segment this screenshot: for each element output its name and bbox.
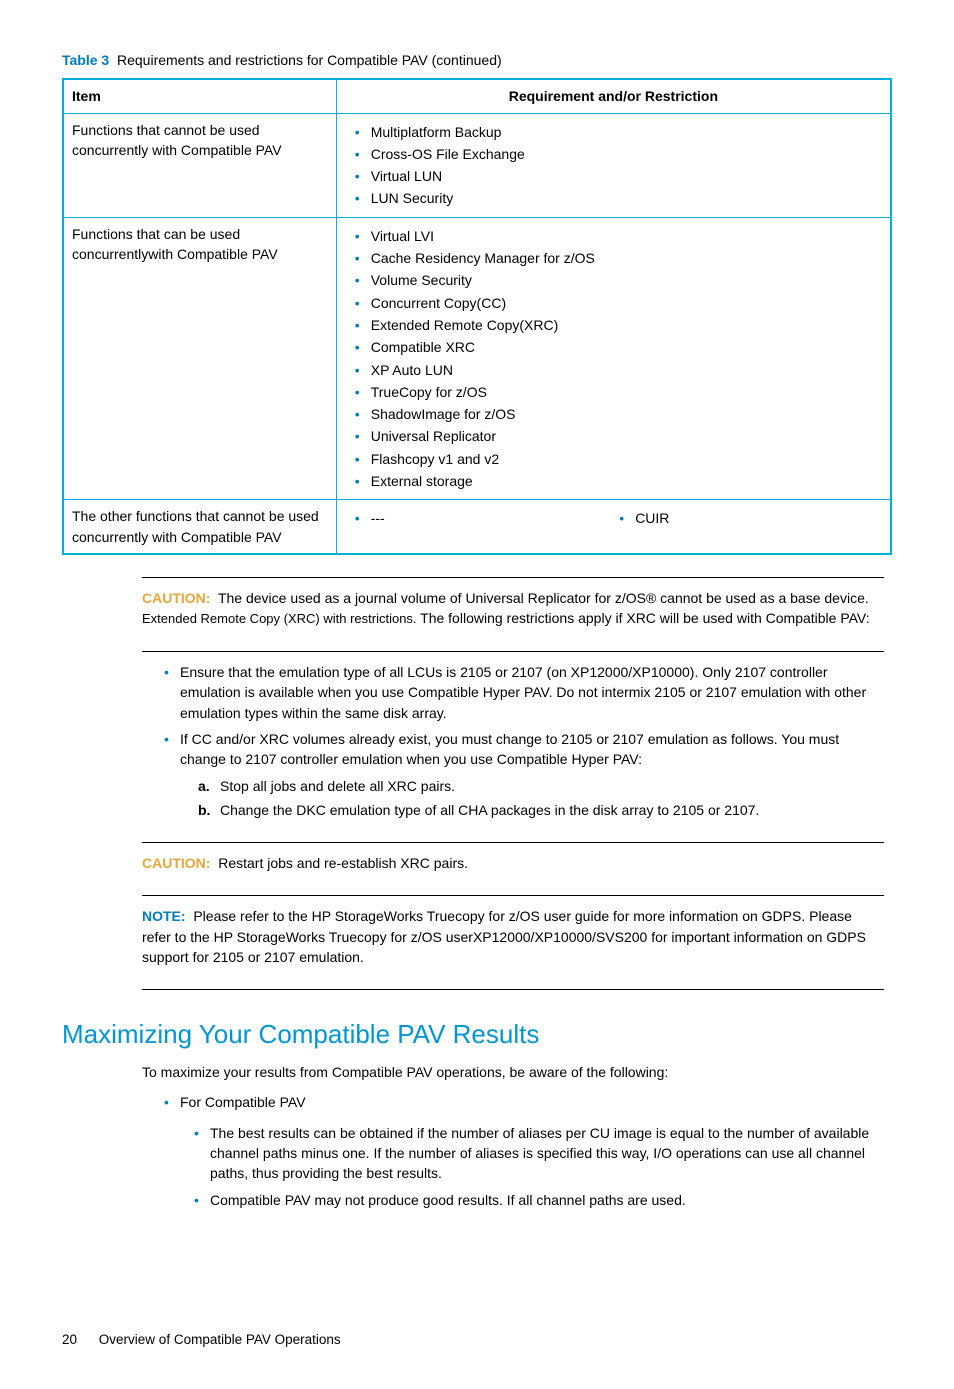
list-item: Extended Remote Copy(XRC)	[359, 315, 882, 335]
table-caption-text: Requirements and restrictions for Compat…	[117, 52, 502, 68]
list-item: Virtual LVI	[359, 226, 882, 246]
note-text: Please refer to the HP StorageWorks True…	[142, 908, 866, 965]
caution-block: CAUTION: The device used as a journal vo…	[142, 588, 884, 629]
table-caption: Table 3 Requirements and restrictions fo…	[62, 50, 892, 70]
col-header-requirement: Requirement and/or Restriction	[336, 79, 891, 113]
footer-title: Overview of Compatible PAV Operations	[99, 1332, 341, 1347]
caution-block: CAUTION: Restart jobs and re-establish X…	[142, 853, 884, 873]
divider	[142, 989, 884, 990]
sub-text: Stop all jobs and delete all XRC pairs.	[220, 778, 455, 794]
page-number: 20	[62, 1330, 77, 1350]
list-item: ShadowImage for z/OS	[359, 404, 882, 424]
note-block: NOTE: Please refer to the HP StorageWork…	[142, 906, 884, 967]
divider	[142, 895, 884, 896]
caution-text-b: The following restrictions apply if XRC …	[420, 610, 869, 626]
divider	[142, 651, 884, 652]
item-cell: The other functions that cannot be used …	[63, 500, 336, 554]
caution-text-small: Extended Remote Copy (XRC) with restrict…	[142, 611, 420, 626]
section-heading: Maximizing Your Compatible PAV Results	[62, 1016, 892, 1054]
sub-text: Change the DKC emulation type of all CHA…	[220, 802, 759, 818]
list-item: Multiplatform Backup	[359, 122, 882, 142]
list-item: LUN Security	[359, 188, 882, 208]
col-header-item: Item	[63, 79, 336, 113]
list-item: Ensure that the emulation type of all LC…	[162, 662, 884, 723]
section-intro: To maximize your results from Compatible…	[142, 1062, 884, 1082]
sub-label: a.	[198, 776, 210, 796]
caution-text: Restart jobs and re-establish XRC pairs.	[218, 855, 468, 871]
caution-text-a: The device used as a journal volume of U…	[218, 590, 869, 606]
list-item: Cache Residency Manager for z/OS	[359, 248, 882, 268]
requirement-cell-left: ---	[336, 500, 601, 554]
list-item: CUIR	[623, 508, 882, 528]
list-item: External storage	[359, 471, 882, 491]
list-item: Compatible XRC	[359, 337, 882, 357]
requirements-table: Item Requirement and/or Restriction Func…	[62, 78, 892, 555]
list-item-text: For Compatible PAV	[180, 1094, 306, 1110]
table-row: Functions that cannot be used concurrent…	[63, 113, 891, 217]
table-row: Functions that can be used concurrentlyw…	[63, 217, 891, 500]
item-cell: Functions that can be used concurrentlyw…	[63, 217, 336, 500]
table-row: The other functions that cannot be used …	[63, 500, 891, 554]
list-item: TrueCopy for z/OS	[359, 382, 882, 402]
sub-list-item: a. Stop all jobs and delete all XRC pairs…	[198, 776, 884, 796]
list-item: If CC and/or XRC volumes already exist, …	[162, 729, 884, 820]
list-item: The best results can be obtained if the …	[192, 1123, 884, 1184]
restriction-list: Ensure that the emulation type of all LC…	[162, 662, 884, 820]
caution-label: CAUTION:	[142, 855, 210, 871]
sub-label: b.	[198, 800, 210, 820]
requirement-cell-right: CUIR	[601, 500, 891, 554]
list-item: Virtual LUN	[359, 166, 882, 186]
list-item: Cross-OS File Exchange	[359, 144, 882, 164]
list-item: Concurrent Copy(CC)	[359, 293, 882, 313]
list-item: Compatible PAV may not produce good resu…	[192, 1190, 884, 1210]
divider	[142, 842, 884, 843]
list-item: XP Auto LUN	[359, 360, 882, 380]
table-label: Table 3	[62, 52, 109, 68]
requirement-cell: Multiplatform Backup Cross-OS File Excha…	[336, 113, 891, 217]
list-item: Volume Security	[359, 270, 882, 290]
caution-label: CAUTION:	[142, 590, 210, 606]
divider	[142, 577, 884, 578]
list-item: Flashcopy v1 and v2	[359, 449, 882, 469]
item-cell: Functions that cannot be used concurrent…	[63, 113, 336, 217]
list-item-text: If CC and/or XRC volumes already exist, …	[180, 731, 839, 767]
list-item: ---	[359, 508, 593, 528]
page-footer: 20 Overview of Compatible PAV Operations	[62, 1330, 892, 1350]
sub-list-item: b. Change the DKC emulation type of all C…	[198, 800, 884, 820]
list-item: Universal Replicator	[359, 426, 882, 446]
list-item: For Compatible PAV The best results can …	[162, 1092, 884, 1209]
note-label: NOTE:	[142, 908, 186, 924]
requirement-cell: Virtual LVI Cache Residency Manager for …	[336, 217, 891, 500]
